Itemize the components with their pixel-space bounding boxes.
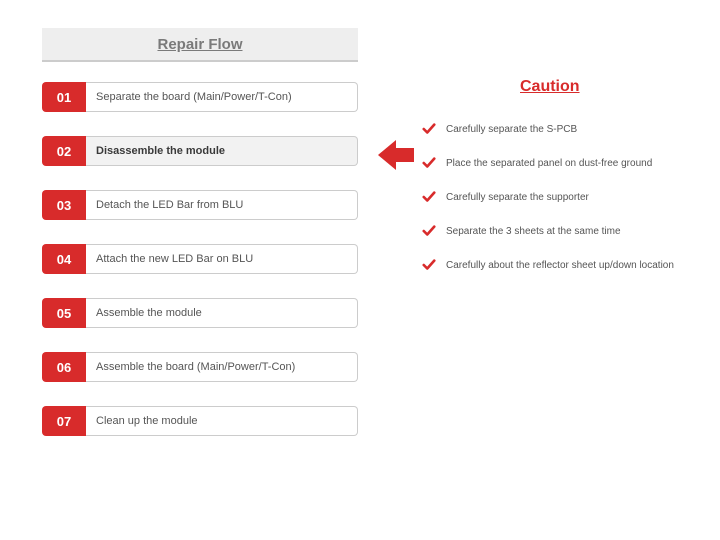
step-label: Separate the board (Main/Power/T-Con): [86, 82, 358, 112]
caution-item: Carefully separate the S-PCB: [420, 122, 710, 136]
caution-item: Carefully separate the supporter: [420, 190, 710, 204]
caution-item: Carefully about the reflector sheet up/d…: [420, 258, 710, 272]
caution-item: Separate the 3 sheets at the same time: [420, 224, 710, 238]
step-row: 01Separate the board (Main/Power/T-Con): [42, 82, 358, 112]
caution-text: Place the separated panel on dust-free g…: [446, 158, 652, 169]
step-label: Detach the LED Bar from BLU: [86, 190, 358, 220]
check-icon: [420, 156, 438, 170]
step-number: 04: [42, 244, 86, 274]
caution-text: Carefully about the reflector sheet up/d…: [446, 260, 674, 271]
step-row: 06Assemble the board (Main/Power/T-Con): [42, 352, 358, 382]
step-number: 06: [42, 352, 86, 382]
pointer-arrow-icon: [378, 140, 414, 170]
step-number: 02: [42, 136, 86, 166]
step-label: Clean up the module: [86, 406, 358, 436]
step-row: 03Detach the LED Bar from BLU: [42, 190, 358, 220]
step-number: 03: [42, 190, 86, 220]
step-row: 04Attach the new LED Bar on BLU: [42, 244, 358, 274]
step-label: Assemble the module: [86, 298, 358, 328]
step-number: 05: [42, 298, 86, 328]
check-icon: [420, 122, 438, 136]
caution-text: Separate the 3 sheets at the same time: [446, 226, 621, 237]
step-row: 07Clean up the module: [42, 406, 358, 436]
step-label: Attach the new LED Bar on BLU: [86, 244, 358, 274]
step-number: 07: [42, 406, 86, 436]
step-row: 05Assemble the module: [42, 298, 358, 328]
flow-title: Repair Flow: [157, 36, 242, 53]
check-icon: [420, 190, 438, 204]
caution-title: Caution: [520, 78, 580, 96]
caution-item: Place the separated panel on dust-free g…: [420, 156, 710, 170]
steps-column: 01Separate the board (Main/Power/T-Con)0…: [42, 82, 358, 460]
step-number: 01: [42, 82, 86, 112]
caution-text: Carefully separate the S-PCB: [446, 124, 577, 135]
step-row: 02Disassemble the module: [42, 136, 358, 166]
check-icon: [420, 224, 438, 238]
caution-list: Carefully separate the S-PCB Place the se…: [420, 122, 710, 292]
step-label: Disassemble the module: [86, 136, 358, 166]
check-icon: [420, 258, 438, 272]
caution-text: Carefully separate the supporter: [446, 192, 589, 203]
flow-title-bar: Repair Flow: [42, 28, 358, 62]
step-label: Assemble the board (Main/Power/T-Con): [86, 352, 358, 382]
